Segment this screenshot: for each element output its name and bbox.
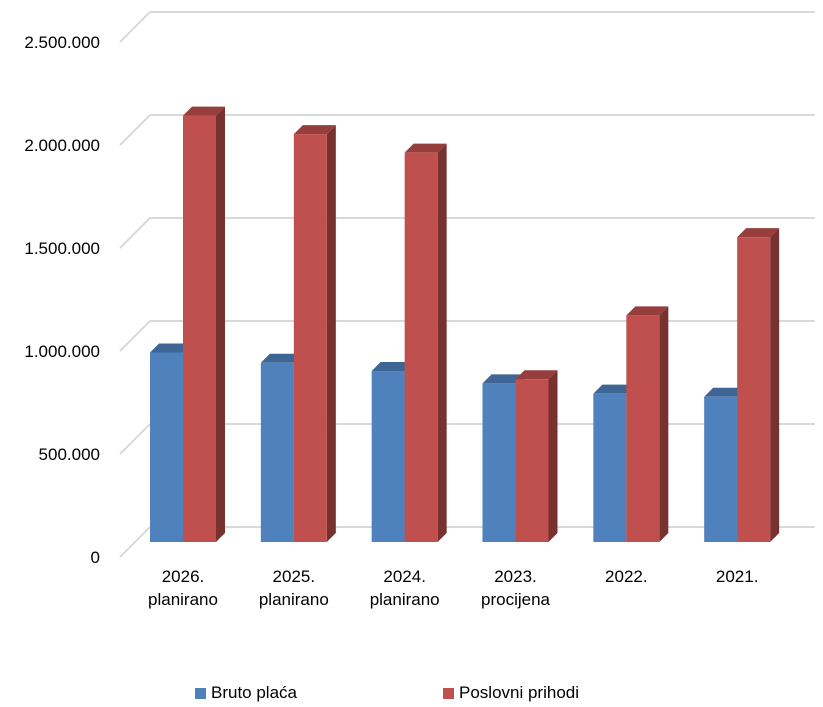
- x-tick-label: 2022.: [605, 567, 648, 586]
- x-tick-label: 2025. planirano: [259, 567, 329, 609]
- bar: [371, 362, 414, 542]
- legend-swatch-bruto-placa: [195, 687, 206, 699]
- gridline: [119, 114, 815, 146]
- gridline: [119, 320, 815, 352]
- y-tick-label: 1.500.000: [24, 239, 100, 258]
- legend-item-bruto-placa: Bruto plaća: [195, 683, 297, 703]
- bar: [626, 306, 669, 542]
- bar: [183, 106, 225, 542]
- legend-label-poslovni-prihodi: Poslovni prihodi: [459, 683, 580, 702]
- legend-label-bruto-placa: Bruto plaća: [211, 683, 297, 702]
- chart-svg: 0 500.000 1.000.000 1.500.000 2.000.000 2.500…: [24, 11, 815, 609]
- legend-item-poslovni-prihodi: Poslovni prihodi: [443, 683, 579, 703]
- legend-swatch-poslovni-prihodi: [443, 687, 454, 699]
- bar: [515, 370, 558, 542]
- x-tick-label: 2021.: [716, 567, 759, 586]
- y-tick-label: 2.000.000: [24, 136, 100, 155]
- y-tick-label: 1.000.000: [24, 342, 100, 361]
- bar: [737, 228, 780, 542]
- y-tick-label: 2.500.000: [24, 33, 100, 52]
- y-tick-label: 0: [91, 548, 100, 567]
- x-tick-label: 2023. procijena: [481, 567, 551, 609]
- x-tick-label: 2026. planirano: [148, 567, 218, 609]
- gridline: [119, 11, 815, 43]
- bar: [404, 143, 447, 542]
- y-tick-label: 500.000: [39, 445, 100, 464]
- bar: [293, 125, 336, 543]
- gridline: [119, 217, 815, 249]
- legend: Bruto plaća Poslovni prihodi: [0, 683, 823, 705]
- x-tick-label: 2024. planirano: [370, 567, 440, 609]
